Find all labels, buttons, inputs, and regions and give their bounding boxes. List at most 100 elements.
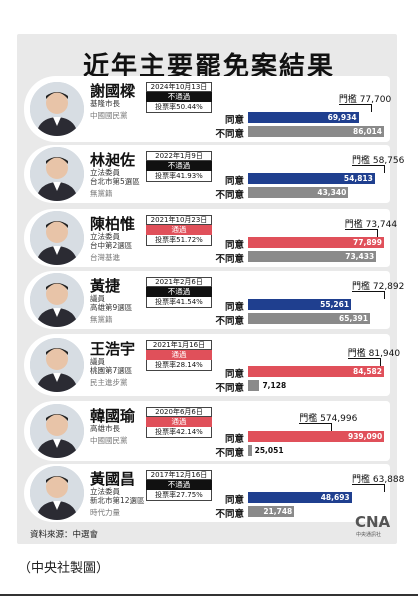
- politician-position: 台北市第5選區: [90, 177, 140, 186]
- agree-label: 同意: [224, 369, 244, 380]
- disagree-value: 65,391: [339, 314, 368, 323]
- party-affiliation: 台灣基進: [90, 253, 120, 262]
- agree-label: 同意: [224, 240, 244, 251]
- politician-name: 王浩宇: [90, 340, 136, 358]
- threshold-marker: [376, 229, 378, 237]
- turnout-rate: 投票率41.54%: [146, 297, 212, 308]
- threshold-marker: [384, 165, 385, 173]
- politician-position: 立法委員: [90, 168, 120, 177]
- disagree-bar: [248, 251, 377, 262]
- politician-name: 韓國瑜: [90, 407, 136, 425]
- agree-value: 55,261: [320, 300, 350, 309]
- turnout-rate: 投票率51.72%: [146, 235, 212, 246]
- disagree-label: 不同意: [215, 316, 244, 327]
- politician-position: 基隆市長: [90, 99, 120, 108]
- vote-date: 2024年10月13日: [146, 82, 212, 92]
- agree-label: 同意: [224, 302, 244, 313]
- disagree-label: 不同意: [215, 448, 244, 459]
- threshold-value: 門檻 574,996: [299, 414, 358, 424]
- threshold-line: [344, 229, 377, 230]
- turnout-rate: 投票率42.14%: [146, 427, 212, 438]
- recall-result-badge: 通過: [146, 417, 212, 427]
- politician-position: 高雄第9選區: [90, 303, 133, 312]
- disagree-label: 不同意: [215, 509, 244, 520]
- recall-row: 謝國樑 基隆市長 中國國民黨 2024年10月13日 不通過 投票率50.44% 同意 不同意…: [24, 76, 391, 142]
- politician-position: 桃園第7選區: [90, 366, 133, 375]
- threshold-line: [347, 358, 380, 359]
- threshold-value: 門檻 58,756: [352, 156, 405, 166]
- portrait-photo: [30, 273, 84, 327]
- recall-result-badge: 通過: [146, 225, 212, 235]
- vote-date: 2021年1月16日: [146, 340, 212, 350]
- agree-bar: [248, 173, 375, 184]
- recall-row: 林昶佐 立法委員 台北市第5選區 無黨籍 2022年1月9日 不通過 投票率41.93% 同意…: [24, 145, 404, 203]
- vote-date: 2021年2月6日: [146, 277, 212, 287]
- threshold-marker: [379, 358, 381, 366]
- politician-name: 黃捷: [90, 277, 121, 295]
- politician-position: 議員: [90, 357, 105, 366]
- threshold-line: [352, 484, 384, 485]
- agree-value: 69,934: [327, 113, 357, 122]
- threshold-marker: [384, 484, 385, 492]
- disagree-bar: [248, 187, 349, 198]
- divider: [0, 594, 418, 596]
- vote-date: 2020年6月6日: [146, 407, 212, 417]
- portrait-photo: [30, 338, 84, 392]
- vote-date: 2021年10月23日: [146, 215, 212, 225]
- threshold-line: [352, 165, 384, 166]
- disagree-label: 不同意: [215, 254, 244, 265]
- recall-row: 陳柏惟 立法委員 台中第2選區 台灣基進 2021年10月23日 通過 投票率51.72% 同…: [24, 209, 397, 267]
- recall-row: 韓國瑜 高雄市長 中國國民黨 2020年6月6日 通過 投票率42.14% 同意 不同意 939…: [24, 401, 390, 461]
- agree-value: 84,582: [353, 367, 382, 376]
- politician-position: 立法委員: [90, 232, 120, 241]
- cna-logo: CNA: [355, 513, 391, 531]
- agree-bar: [248, 112, 359, 123]
- agree-value: 77,899: [353, 238, 382, 247]
- threshold-value: 門檻 73,744: [344, 220, 398, 230]
- agree-value: 939,090: [348, 432, 383, 441]
- vote-date: 2022年1月9日: [146, 151, 212, 161]
- image-caption: （中央社製圖）: [18, 561, 110, 576]
- agree-value: 48,693: [320, 493, 350, 502]
- disagree-bar: [248, 445, 252, 456]
- agree-label: 同意: [224, 434, 244, 445]
- disagree-bar: [248, 506, 295, 517]
- turnout-rate: 投票率50.44%: [146, 102, 212, 113]
- disagree-value: 43,340: [317, 188, 347, 197]
- agree-bar: [248, 492, 352, 503]
- politician-position: 高雄市長: [90, 424, 120, 433]
- cna-logo-subtitle: 中央通訊社: [356, 532, 382, 538]
- turnout-rate: 投票率27.75%: [146, 490, 212, 501]
- disagree-value: 25,051: [254, 446, 284, 455]
- portrait-photo: [30, 211, 84, 265]
- party-affiliation: 中國國民黨: [90, 111, 128, 120]
- threshold-marker: [331, 423, 333, 431]
- portrait-photo: [30, 466, 84, 520]
- portrait-photo: [30, 147, 84, 201]
- politician-position: 議員: [90, 294, 105, 303]
- turnout-rate: 投票率41.93%: [146, 171, 212, 182]
- agree-value: 54,813: [343, 174, 373, 183]
- threshold-value: 門檻 72,892: [352, 282, 405, 292]
- vote-date: 2017年12月16日: [146, 470, 212, 480]
- recall-result-badge: 不通過: [146, 480, 212, 490]
- agree-bar: [248, 431, 384, 442]
- disagree-bar: [248, 126, 384, 137]
- turnout-rate: 投票率28.14%: [146, 360, 212, 371]
- data-source: 資料來源：中選會: [30, 530, 99, 540]
- agree-label: 同意: [224, 495, 244, 506]
- politician-position: 新北市第12選區: [90, 496, 145, 505]
- threshold-line: [352, 291, 384, 292]
- recall-result-badge: 通過: [146, 350, 212, 360]
- politician-name: 林昶佐: [90, 151, 136, 169]
- agree-label: 同意: [224, 176, 244, 187]
- politician-name: 謝國樑: [90, 82, 136, 100]
- disagree-value: 21,748: [263, 507, 293, 516]
- agree-label: 同意: [224, 115, 244, 126]
- recall-result-badge: 不通過: [146, 161, 212, 171]
- politician-position: 立法委員: [90, 487, 120, 496]
- disagree-bar: [248, 313, 370, 324]
- recall-result-badge: 不通過: [146, 92, 212, 102]
- recall-row: 王浩宇 議員 桃園第7選區 民主進步黨 2021年1月16日 通過 投票率28.14% 同意不…: [24, 334, 400, 396]
- disagree-bar: [248, 380, 260, 391]
